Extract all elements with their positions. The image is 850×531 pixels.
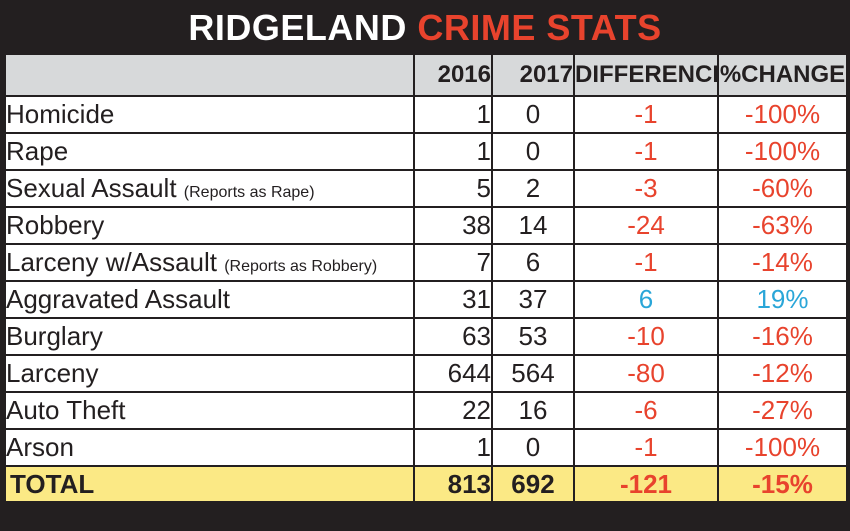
row-label: Arson	[4, 428, 415, 467]
header-difference: DIFFERENCE	[573, 53, 719, 97]
crime-type-note: (Reports as Rape)	[183, 184, 315, 201]
header-2017: 2017	[491, 53, 575, 97]
crime-type: Larceny	[6, 358, 99, 388]
total-percent-change: -15%	[717, 465, 848, 503]
value-2016: 1	[413, 95, 493, 134]
value-difference: 6	[573, 280, 719, 319]
table-row: Burglary 63 53 -10 -16%	[4, 317, 848, 356]
value-2017: 2	[491, 169, 575, 208]
value-2017: 0	[491, 428, 575, 467]
crime-type: Sexual Assault	[6, 173, 177, 203]
value-2017: 14	[491, 206, 575, 245]
value-percent-change: -100%	[717, 428, 848, 467]
value-difference: -1	[573, 132, 719, 171]
crime-type-note: (Reports as Robbery)	[224, 258, 378, 275]
table-row: Homicide 1 0 -1 -100%	[4, 95, 848, 134]
table-row: Larceny 644 564 -80 -12%	[4, 354, 848, 393]
row-label: Robbery	[4, 206, 415, 245]
crime-type: Burglary	[6, 321, 103, 351]
row-label: Rape	[4, 132, 415, 171]
title-part-ridgeland: RIDGELAND	[188, 7, 407, 48]
row-label: Burglary	[4, 317, 415, 356]
header-percent-change: %CHANGE	[717, 53, 848, 97]
total-2016: 813	[413, 465, 493, 503]
header-label	[4, 53, 415, 97]
value-2016: 1	[413, 132, 493, 171]
value-difference: -1	[573, 95, 719, 134]
table-row: Robbery 38 14 -24 -63%	[4, 206, 848, 245]
row-label: Sexual Assault (Reports as Rape)	[4, 169, 415, 208]
value-2016: 7	[413, 243, 493, 282]
value-2017: 16	[491, 391, 575, 430]
table-row: Rape 1 0 -1 -100%	[4, 132, 848, 171]
value-percent-change: -100%	[717, 95, 848, 134]
value-percent-change: -63%	[717, 206, 848, 245]
crime-type: Homicide	[6, 99, 115, 129]
value-2017: 53	[491, 317, 575, 356]
row-label: Aggravated Assault	[4, 280, 415, 319]
table-row: Auto Theft 22 16 -6 -27%	[4, 391, 848, 430]
value-percent-change: -60%	[717, 169, 848, 208]
total-label: TOTAL	[4, 465, 415, 503]
value-percent-change: -14%	[717, 243, 848, 282]
total-2017: 692	[491, 465, 575, 503]
crime-type: Larceny w/Assault	[6, 247, 217, 277]
value-2016: 38	[413, 206, 493, 245]
value-2017: 564	[491, 354, 575, 393]
value-2016: 31	[413, 280, 493, 319]
title-part-crime-stats: CRIME STATS	[417, 7, 662, 48]
value-2016: 1	[413, 428, 493, 467]
row-label: Larceny	[4, 354, 415, 393]
value-2017: 37	[491, 280, 575, 319]
table-row: Larceny w/Assault (Reports as Robbery) 7 6…	[4, 243, 848, 282]
value-2017: 0	[491, 132, 575, 171]
value-2016: 22	[413, 391, 493, 430]
value-difference: -1	[573, 243, 719, 282]
table-row: Aggravated Assault 31 37 6 19%	[4, 280, 848, 319]
value-difference: -6	[573, 391, 719, 430]
value-difference: -24	[573, 206, 719, 245]
crime-stats-table: 2016 2017 DIFFERENCE %CHANGE Homicide 1 0-…	[4, 53, 848, 503]
value-difference: -80	[573, 354, 719, 393]
value-2017: 0	[491, 95, 575, 134]
row-label: Larceny w/Assault (Reports as Robbery)	[4, 243, 415, 282]
value-percent-change: -27%	[717, 391, 848, 430]
value-difference: -3	[573, 169, 719, 208]
row-label: Auto Theft	[4, 391, 415, 430]
value-2016: 644	[413, 354, 493, 393]
value-percent-change: -100%	[717, 132, 848, 171]
value-percent-change: -16%	[717, 317, 848, 356]
table-row: Sexual Assault (Reports as Rape) 5 2 -3 -60%	[4, 169, 848, 208]
crime-type: Aggravated Assault	[6, 284, 231, 314]
table-body: Homicide 1 0 -1 -100% Rape 1 0 -1 -100% Sexual Ass…	[4, 95, 848, 503]
header-2016: 2016	[413, 53, 493, 97]
table-row: Arson 1 0 -1 -100%	[4, 428, 848, 467]
value-difference: -1	[573, 428, 719, 467]
table-title: RIDGELAND CRIME STATS	[4, 4, 846, 52]
crime-type: Auto Theft	[6, 395, 126, 425]
crime-type: Arson	[6, 432, 74, 462]
value-2016: 5	[413, 169, 493, 208]
total-row: TOTAL 813 692 -121 -15%	[4, 465, 848, 503]
value-difference: -10	[573, 317, 719, 356]
value-percent-change: 19%	[717, 280, 848, 319]
header-row: 2016 2017 DIFFERENCE %CHANGE	[4, 53, 848, 97]
row-label: Homicide	[4, 95, 415, 134]
crime-type: Rape	[6, 136, 69, 166]
value-percent-change: -12%	[717, 354, 848, 393]
crime-type: Robbery	[6, 210, 105, 240]
value-2016: 63	[413, 317, 493, 356]
value-2017: 6	[491, 243, 575, 282]
total-difference: -121	[573, 465, 719, 503]
